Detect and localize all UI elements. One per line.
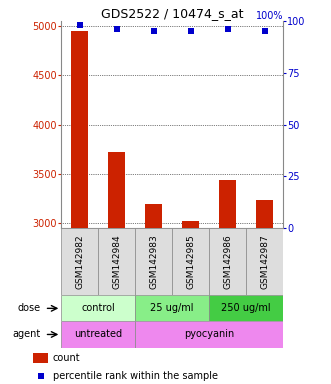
Bar <box>108 152 125 228</box>
Text: count: count <box>53 353 80 363</box>
Bar <box>145 204 162 228</box>
Bar <box>98 228 135 295</box>
Bar <box>135 295 209 321</box>
Text: 25 ug/ml: 25 ug/ml <box>150 303 194 313</box>
Text: GSM142986: GSM142986 <box>223 234 232 289</box>
Text: pyocyanin: pyocyanin <box>184 329 234 339</box>
Text: percentile rank within the sample: percentile rank within the sample <box>53 371 218 381</box>
Bar <box>71 31 88 228</box>
Text: dose: dose <box>18 303 41 313</box>
Bar <box>61 295 135 321</box>
Title: GDS2522 / 10474_s_at: GDS2522 / 10474_s_at <box>101 7 243 20</box>
Text: control: control <box>81 303 115 313</box>
Bar <box>172 228 209 295</box>
Text: untreated: untreated <box>74 329 122 339</box>
Bar <box>256 200 273 228</box>
Bar <box>33 353 48 363</box>
Bar <box>135 321 283 348</box>
Text: GSM142985: GSM142985 <box>186 234 195 289</box>
Text: GSM142983: GSM142983 <box>149 234 158 289</box>
Text: 100%: 100% <box>256 11 283 21</box>
Bar <box>246 228 283 295</box>
Bar <box>219 180 236 228</box>
Bar <box>209 228 246 295</box>
Text: 250 ug/ml: 250 ug/ml <box>221 303 271 313</box>
Bar <box>61 321 135 348</box>
Bar <box>135 228 172 295</box>
Text: agent: agent <box>13 329 41 339</box>
Bar <box>182 221 199 228</box>
Bar <box>209 295 283 321</box>
Text: GSM142982: GSM142982 <box>75 234 84 289</box>
Text: GSM142987: GSM142987 <box>260 234 269 289</box>
Bar <box>61 228 98 295</box>
Text: GSM142984: GSM142984 <box>112 234 121 289</box>
